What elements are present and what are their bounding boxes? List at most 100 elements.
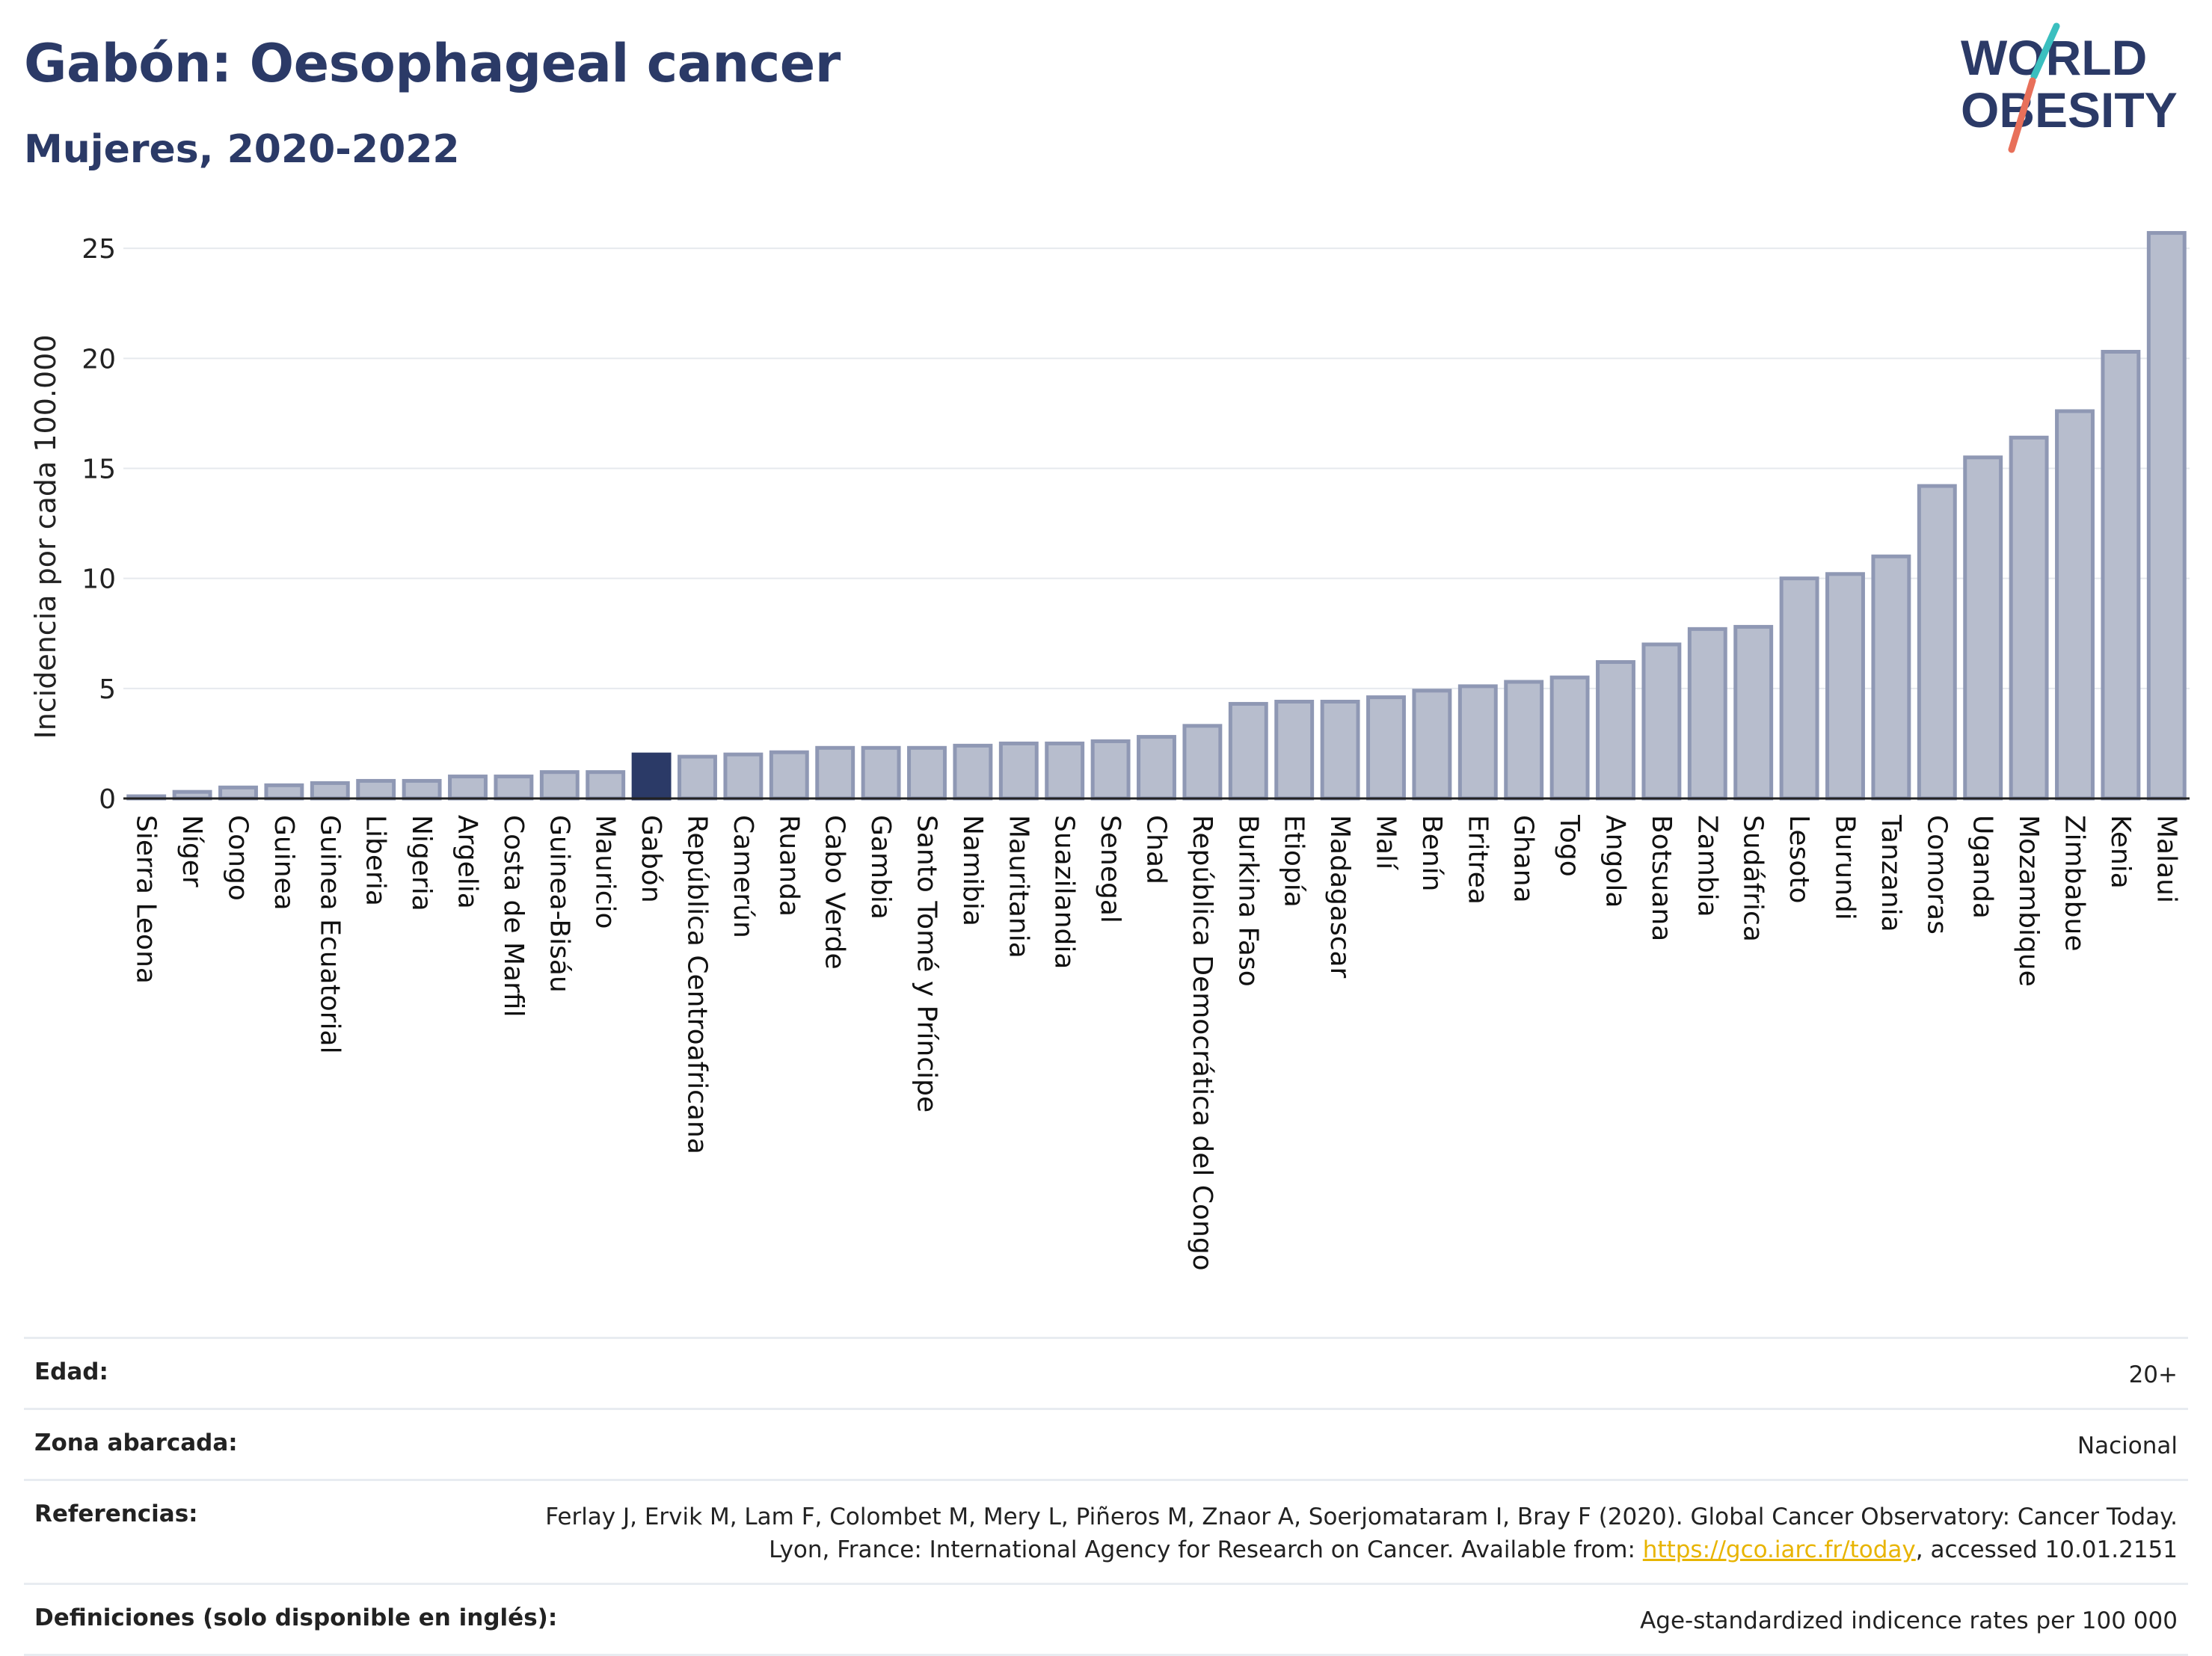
x-tick-label: Suazilandia: [1049, 815, 1080, 969]
logo-line-obesity: OBESITY: [1961, 82, 2178, 138]
bar: [448, 775, 488, 801]
bar: [1504, 680, 1544, 801]
x-tick-label: Níger: [176, 815, 207, 887]
y-tick-label: 25: [82, 234, 116, 265]
bar: [1549, 675, 1590, 801]
bar-chart: 0 5 10 15 20 25 Incidencia por cada 100.000 Sie…: [29, 231, 2190, 1271]
bar: [861, 745, 901, 801]
meta-label-definitions: Definiciones (solo disponible en inglés)…: [34, 1604, 558, 1631]
x-tick-label: Angola: [1600, 815, 1631, 908]
bar-highlighted: [631, 752, 672, 801]
x-tick-label: República Centroafricana: [682, 815, 713, 1154]
x-tick-label: Lesoto: [1784, 815, 1814, 904]
x-tick-label: Argelia: [452, 815, 483, 909]
bar: [953, 743, 993, 801]
bar: [1917, 484, 1957, 801]
bar: [1320, 699, 1360, 801]
x-tick-label: Nigeria: [406, 815, 437, 911]
bar: [678, 754, 717, 801]
x-tick-label: Camerún: [728, 815, 758, 938]
meta-value-definitions: Age-standardized indicence rates per 100…: [1640, 1607, 2178, 1634]
x-tick-label: Mauritania: [1003, 815, 1033, 958]
bar-layer: [126, 231, 2187, 801]
bar: [402, 778, 442, 801]
x-tick-label: Etiopía: [1279, 815, 1309, 908]
meta-label-coverage: Zona abarcada:: [34, 1429, 238, 1456]
world-obesity-logo: WORLD OBESITY: [1961, 22, 2178, 153]
x-tick-label: Sudáfrica: [1738, 815, 1769, 942]
x-tick-label: Senegal: [1095, 815, 1125, 923]
x-tick-label: Guinea: [268, 815, 299, 911]
bar: [1825, 572, 1865, 801]
bar: [769, 750, 809, 801]
bar: [1412, 689, 1452, 801]
meta-value-age: 20+: [2128, 1361, 2178, 1388]
meta-row-coverage: Zona abarcada: Nacional: [24, 1408, 2188, 1479]
reference-link[interactable]: https://gco.iarc.fr/today: [1642, 1536, 1916, 1563]
meta-row-age: Edad: 20+: [24, 1337, 2188, 1408]
x-tick-label: Mozambique: [2013, 815, 2044, 987]
bar: [723, 752, 764, 801]
reference-text: Ferlay J, Ervik M, Lam F, Colombet M, Me…: [545, 1503, 2178, 1563]
x-tick-label: Sierra Leona: [131, 815, 162, 984]
reference-accessed: , accessed 10.01.2151: [1915, 1536, 2178, 1563]
bar: [1687, 627, 1727, 801]
meta-label-references: Referencias:: [34, 1500, 198, 1527]
bar: [1871, 554, 1911, 801]
meta-row-definitions: Definiciones (solo disponible en inglés)…: [24, 1583, 2188, 1656]
bar: [264, 783, 304, 801]
y-tick-label: 5: [99, 674, 116, 705]
bar: [1274, 699, 1315, 801]
bar: [2055, 409, 2095, 801]
y-tick-label: 15: [82, 454, 116, 484]
x-tick-label: Gambia: [865, 815, 896, 920]
bar: [1641, 642, 1682, 801]
bar: [1182, 724, 1223, 801]
bar: [907, 745, 947, 801]
bar: [2009, 435, 2049, 801]
x-tick-label: Comoras: [1921, 815, 1952, 935]
bar: [2146, 231, 2187, 801]
logo-slash-coral: [2008, 77, 2036, 153]
bar: [998, 741, 1039, 801]
x-tick-label: Chad: [1141, 815, 1172, 884]
bar: [1596, 660, 1635, 801]
bar: [310, 781, 350, 801]
meta-value-references: Ferlay J, Ervik M, Lam F, Colombet M, Me…: [532, 1500, 2178, 1566]
bar: [1733, 624, 1774, 801]
bar: [1228, 701, 1268, 801]
x-tick-label: Guinea-Bisáu: [544, 815, 574, 993]
x-tick-label: Madagascar: [1324, 815, 1355, 979]
x-tick-label: Ruanda: [773, 815, 804, 917]
bar: [1963, 455, 2003, 801]
bar: [815, 745, 855, 801]
y-tick-label: 20: [82, 344, 116, 375]
x-tick-label: República Democrática del Congo: [1187, 815, 1217, 1271]
x-tick-label: Botsuana: [1646, 815, 1677, 941]
x-tick-label: Tanzania: [1875, 814, 1906, 932]
x-tick-label: Ghana: [1508, 815, 1539, 903]
x-tick-label: Gabón: [636, 815, 666, 903]
meta-label-age: Edad:: [34, 1358, 108, 1385]
meta-row-references: Referencias: Ferlay J, Ervik M, Lam F, C…: [24, 1479, 2188, 1583]
x-tick-label: Malaui: [2151, 815, 2181, 903]
x-tick-label: Malí: [1371, 815, 1401, 870]
x-tick-label: Kenia: [2105, 815, 2136, 889]
chart-title: Gabón: Oesophageal cancer: [24, 33, 841, 94]
x-tick-label: Eritrea: [1462, 815, 1493, 905]
y-tick-label: 0: [99, 784, 116, 815]
x-tick-label: Congo: [223, 815, 254, 901]
bar: [1779, 576, 1819, 801]
meta-value-coverage: Nacional: [2077, 1432, 2178, 1459]
chart-subtitle: Mujeres, 2020-2022: [24, 127, 460, 172]
bar: [2101, 349, 2141, 801]
x-tick-label: Liberia: [360, 815, 391, 906]
x-tick-label: Togo: [1554, 814, 1585, 877]
bar: [1457, 684, 1498, 801]
bar: [1045, 741, 1085, 801]
metadata-table: Edad: 20+ Zona abarcada: Nacional Refere…: [24, 1337, 2188, 1656]
bar: [539, 770, 580, 801]
x-tick-label: Namibia: [957, 815, 988, 926]
y-axis-label: Incidencia por cada 100.000: [29, 334, 62, 739]
bar: [494, 775, 534, 801]
